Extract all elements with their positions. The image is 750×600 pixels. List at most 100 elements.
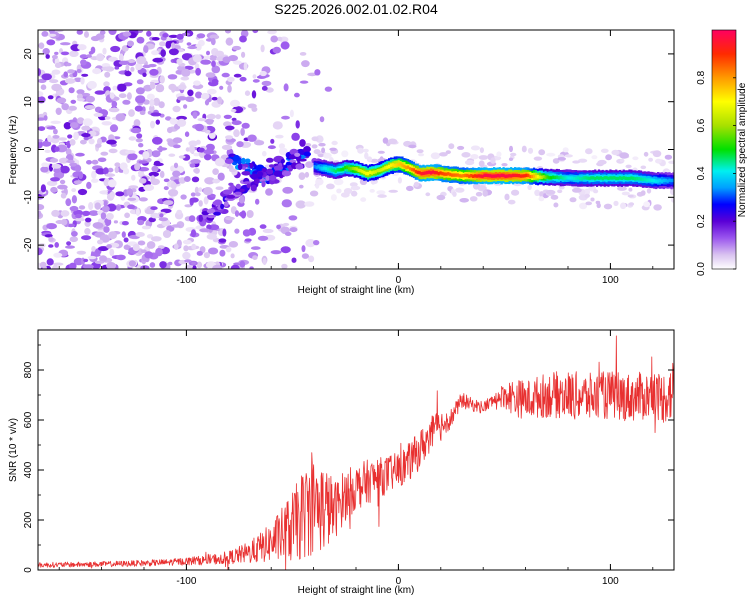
spectrogram-cell: [188, 91, 192, 96]
ridge-cell: [483, 173, 486, 177]
colorbar-gradient: [712, 30, 736, 269]
snr-y-tick-label: 800: [23, 361, 34, 378]
spectrogram-cell: [191, 243, 197, 250]
spectrogram-x-tick-label: 0: [396, 275, 402, 286]
spectrogram-cell: [643, 201, 651, 208]
spectrogram-cell: [324, 86, 333, 92]
spectrogram-cell: [239, 260, 246, 268]
spectrogram-cell: [266, 157, 274, 163]
spectrogram-cell: [170, 182, 177, 190]
spectrogram-cell: [77, 44, 87, 51]
ridge-cell: [533, 174, 536, 178]
ridge-cell: [597, 176, 601, 180]
ridge-cell: [351, 166, 354, 171]
ridge-cell: [578, 176, 581, 181]
spectrogram-cell: [46, 126, 56, 130]
spectrogram-cell: [131, 174, 136, 181]
ridge-cell: [353, 167, 356, 171]
spectrogram-cell: [140, 265, 150, 269]
spectrogram-cell: [183, 245, 189, 252]
spectrogram-cell: [71, 195, 77, 204]
spectrogram-cell: [121, 231, 126, 238]
spectrogram-cell: [214, 158, 225, 167]
ridge-cell: [506, 174, 509, 178]
spectrogram-cell: [165, 41, 172, 49]
spectrogram-cell: [204, 153, 212, 161]
spectrogram-cell: [603, 203, 613, 210]
ridge-cell: [426, 170, 429, 175]
spectrogram-cell: [103, 217, 112, 227]
spectrogram-cell: [146, 93, 155, 100]
spectrogram-cell: [545, 189, 556, 195]
spectrogram-cell: [60, 192, 67, 199]
spectrogram-cell: [108, 56, 118, 62]
spectrogram-y-tick-label: 10: [23, 96, 34, 108]
spectrogram-cell: [60, 218, 68, 226]
ridge-cell: [575, 176, 578, 181]
spectrogram-cell: [76, 89, 85, 95]
ridge-cell: [403, 164, 406, 169]
ridge-cell: [451, 173, 454, 177]
spectrogram-cell: [262, 257, 267, 266]
spectrogram-cell: [85, 217, 92, 223]
colorbar-ticks: 0.0 0.2 0.4 0.6 0.8: [696, 70, 736, 276]
spectrogram-cell: [44, 234, 53, 238]
ridge-cell: [630, 176, 633, 180]
spectrogram-cell: [57, 184, 68, 190]
spectrogram-cell: [564, 154, 573, 158]
ridge-cell: [410, 167, 414, 172]
colorbar-frame: [711, 29, 737, 270]
spectrogram-cell: [40, 184, 47, 193]
ridge-cell: [449, 172, 452, 177]
spectrogram-cell: [142, 72, 147, 78]
ridge-cell: [456, 173, 459, 177]
spectrogram-cell: [193, 80, 201, 86]
spectrogram-cell: [162, 230, 172, 238]
spectrogram-cell: [82, 210, 91, 217]
spectrogram-cell: [261, 180, 266, 188]
spectrogram-cell: [152, 57, 164, 63]
spectrogram-cell: [326, 183, 335, 190]
spectrogram-cell: [585, 201, 592, 206]
spectrogram-cell: [315, 182, 320, 189]
spectrogram-cell: [184, 131, 190, 137]
spectrogram-cell: [149, 262, 156, 268]
spectrogram-y-tick-label: -20: [23, 237, 34, 252]
spectrogram-cell: [418, 153, 425, 157]
spectrogram-cell: [181, 68, 191, 77]
spectrogram-cell: [211, 65, 221, 74]
spectrogram-cell: [227, 76, 235, 83]
spectrogram-cell: [284, 231, 292, 236]
spectrogram-cell: [134, 163, 141, 171]
spectrogram-cell: [206, 113, 216, 120]
spectrogram-cell: [198, 147, 205, 153]
ridge-cell: [632, 176, 635, 180]
ridge-cell: [660, 179, 664, 183]
spectrogram-cell: [232, 60, 242, 65]
ridge-cell: [376, 169, 379, 173]
spectrogram-cell: [162, 33, 169, 38]
spectrogram-cell: [182, 239, 192, 245]
ridge-cell: [573, 176, 576, 181]
spectrogram-cell: [65, 198, 72, 207]
spectrogram-cell: [58, 137, 67, 141]
spectrogram-cell: [628, 202, 635, 206]
spectrogram-cell: [104, 173, 116, 177]
spectrogram-cell: [99, 190, 110, 195]
spectrogram-cell: [183, 104, 188, 109]
spectrogram-cell: [195, 67, 202, 76]
spectrogram-cell: [196, 261, 203, 269]
spectrogram-cell: [278, 147, 288, 156]
spectrogram-cell: [289, 159, 297, 163]
spectrogram-cell: [504, 193, 510, 201]
spectrogram-cell: [281, 115, 290, 120]
spectrogram-cell: [308, 255, 315, 263]
spectrogram-cell: [136, 56, 147, 65]
spectrogram-cell: [217, 96, 223, 105]
spectrogram-cell: [632, 156, 639, 161]
spectrogram-cell: [538, 196, 545, 202]
spectrogram-cell: [173, 144, 181, 149]
ridge-cell: [420, 172, 423, 176]
ridge-cell: [491, 174, 494, 178]
spectrogram-cell: [185, 96, 195, 102]
